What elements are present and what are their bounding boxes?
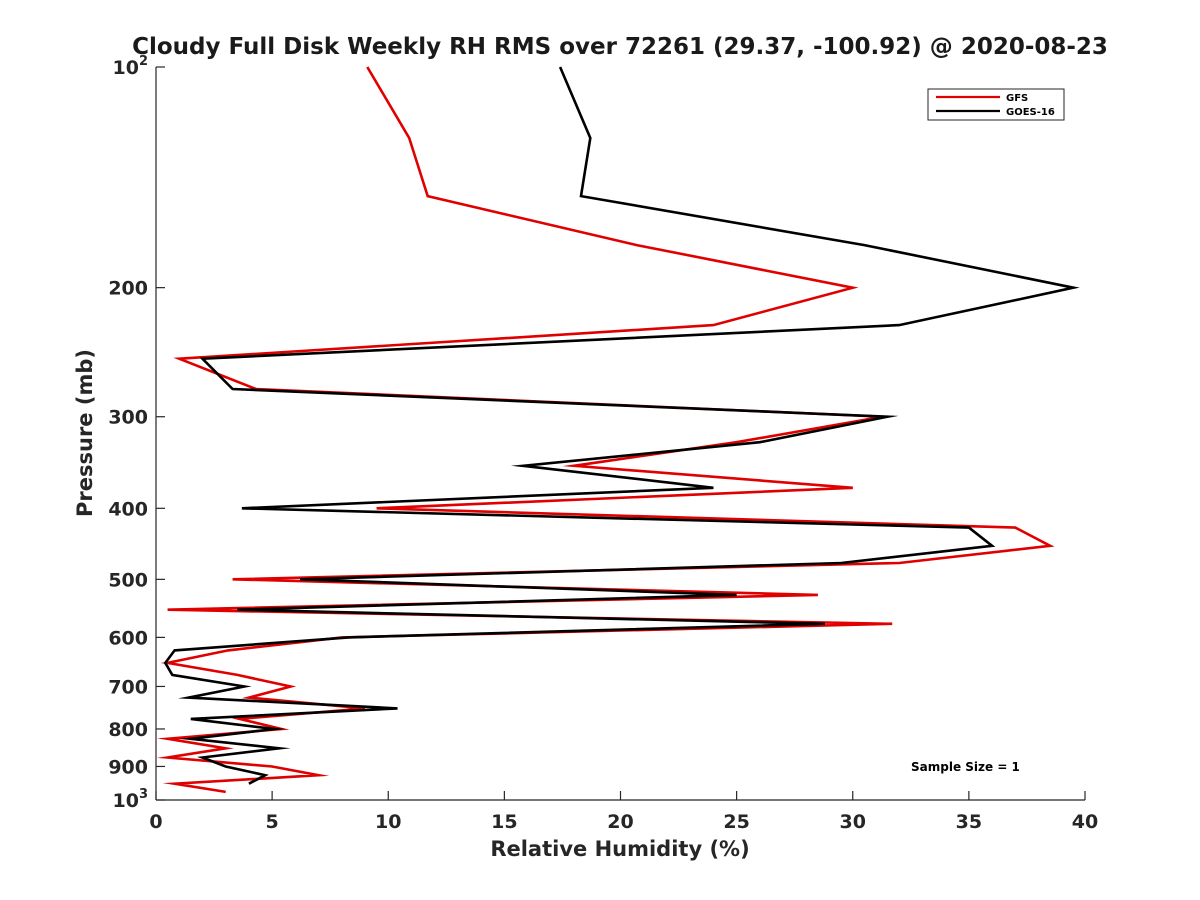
chart-title: Cloudy Full Disk Weekly RH RMS over 7226… [132, 34, 1108, 60]
legend-label-goes-16: GOES-16 [1006, 107, 1055, 118]
x-tick-label: 0 [149, 811, 162, 833]
y-tick-label: 102 [113, 54, 149, 79]
series-line-goes-16 [163, 66, 1080, 785]
legend-box [927, 88, 1065, 121]
y-axis-ticks: 102 200 300 400 500 600 700 800 900 103 [108, 54, 165, 812]
y-tick-label: 500 [108, 569, 148, 591]
y-axis-label: Pressure (mb) [73, 349, 97, 517]
y-tick-label: 900 [108, 756, 148, 778]
x-axis-ticks: 0 5 10 15 20 25 30 35 40 [149, 791, 1098, 833]
x-axis-label: Relative Humidity (%) [490, 837, 749, 861]
y-tick-label: 200 [108, 278, 148, 300]
series-layer [156, 66, 1080, 794]
y-tick-label: 103 [113, 787, 149, 812]
y-tick-label: 700 [108, 676, 148, 698]
x-tick-label: 25 [723, 811, 749, 833]
x-tick-label: 15 [491, 811, 517, 833]
legend: GFS GOES-16 [927, 88, 1065, 121]
legend-label-gfs: GFS [1006, 93, 1028, 104]
x-tick-label: 40 [1072, 811, 1098, 833]
y-tick-label: 800 [108, 719, 148, 741]
x-tick-label: 20 [607, 811, 633, 833]
y-tick-label: 600 [108, 627, 148, 649]
sample-size-annotation: Sample Size = 1 [911, 760, 1020, 774]
y-tick-label: 300 [108, 407, 148, 429]
x-tick-label: 5 [266, 811, 279, 833]
x-tick-label: 10 [375, 811, 401, 833]
x-tick-label: 30 [840, 811, 866, 833]
y-tick-label: 400 [108, 498, 148, 520]
plot-area: 0 5 10 15 20 25 30 35 40 102 200 300 400 500 600 700 80… [108, 54, 1098, 833]
x-tick-label: 35 [956, 811, 982, 833]
